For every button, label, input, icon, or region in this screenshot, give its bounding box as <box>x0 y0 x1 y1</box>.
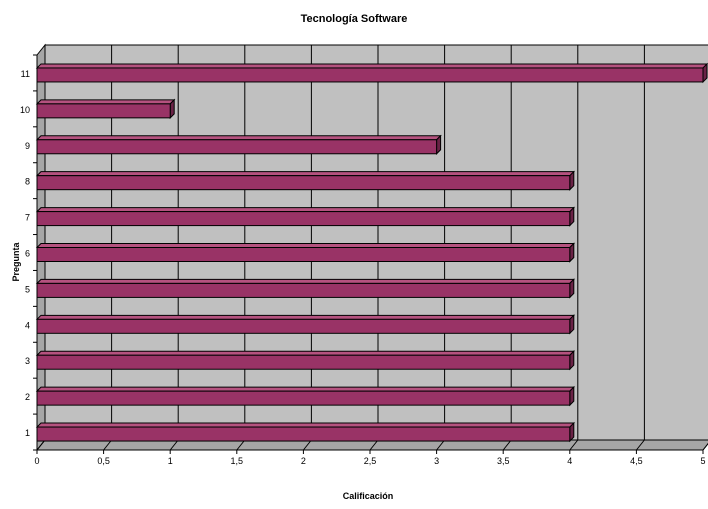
bar-side <box>569 206 575 227</box>
bar-side <box>569 350 575 371</box>
x-tick-label: 1,5 <box>231 456 244 466</box>
bar <box>36 282 571 298</box>
y-tick-label: 5 <box>25 284 30 294</box>
y-tick-label: 2 <box>25 392 30 402</box>
x-tick-label: 5 <box>700 456 705 466</box>
bar <box>36 175 571 191</box>
bar <box>36 318 571 334</box>
y-tick-label: 1 <box>25 428 30 438</box>
bar <box>36 139 438 155</box>
bar-top <box>35 314 576 320</box>
bar-side <box>702 62 708 84</box>
x-tick-label: 0 <box>34 456 39 466</box>
bar <box>36 67 704 83</box>
y-tick-label: 7 <box>25 213 30 223</box>
floor-gridline <box>702 442 708 451</box>
bar-top <box>35 207 576 213</box>
floor-gridline <box>36 439 46 451</box>
bar-side <box>569 278 575 299</box>
x-tick-label: 1 <box>168 456 173 466</box>
bar-top <box>35 422 576 428</box>
plot-area: 0 0,5 1 1,5 2 2,5 3 3,5 4 4,5 5 1 2 3 4 5 6 7 8 9 10 11 <box>20 43 708 466</box>
y-tick-label: 6 <box>25 249 30 259</box>
floor-gridline <box>369 439 379 451</box>
bar-side <box>169 98 175 120</box>
bar <box>36 211 571 227</box>
bar-top <box>35 63 708 69</box>
bar <box>36 247 571 262</box>
y-tick-label: 9 <box>25 141 30 151</box>
x-tick-label: 3,5 <box>497 456 510 466</box>
bar-top <box>35 99 176 105</box>
y-tick-label: 11 <box>21 69 30 79</box>
bar-side <box>569 170 575 191</box>
bar-side <box>569 242 575 263</box>
bar-top <box>35 350 576 356</box>
x-tick-label: 2,5 <box>364 456 377 466</box>
floor-gridline <box>169 439 179 451</box>
y-axis-title: Pregunta <box>11 242 21 282</box>
bar <box>36 390 571 406</box>
bar-top <box>35 278 576 284</box>
bar-side <box>569 421 575 443</box>
x-tick-label: 3 <box>434 456 439 466</box>
bar <box>36 426 571 442</box>
y-tick-label: 3 <box>25 356 30 366</box>
y-tick-label: 8 <box>25 177 30 187</box>
bar <box>36 103 171 119</box>
x-tick-label: 4 <box>567 456 572 466</box>
floor-gridline <box>636 439 645 451</box>
bar-top <box>35 171 576 177</box>
floor-gridline <box>436 439 445 451</box>
x-tick-label: 2 <box>301 456 306 466</box>
bar-side <box>569 314 575 335</box>
x-tick-label: 4,5 <box>630 456 643 466</box>
x-tick-label: 0,5 <box>97 456 110 466</box>
y-tick-label: 4 <box>25 320 30 330</box>
floor-gridline <box>502 439 512 451</box>
chart-title: Tecnología Software <box>301 13 408 25</box>
x-axis-title: Calificación <box>343 491 394 501</box>
bar-side <box>569 385 575 407</box>
bar <box>36 354 571 370</box>
bar-top <box>35 135 442 141</box>
bar-side <box>436 134 442 155</box>
bar-top <box>35 386 576 392</box>
floor-gridline <box>236 439 246 451</box>
floor-gridline <box>303 439 312 451</box>
floor-gridline <box>569 439 579 451</box>
floor-gridline <box>103 439 112 451</box>
bar-top <box>35 243 576 248</box>
y-tick-label: 10 <box>20 105 30 115</box>
